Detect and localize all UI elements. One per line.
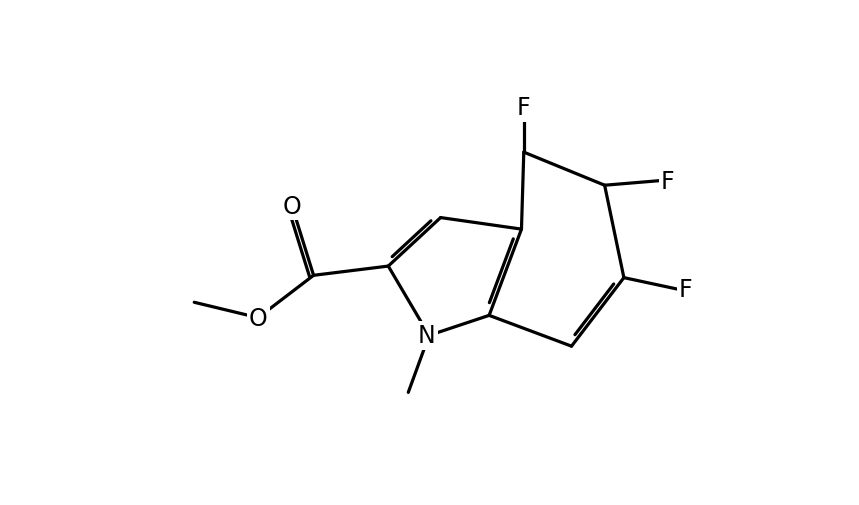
Text: O: O [249, 306, 267, 330]
Text: F: F [661, 169, 674, 193]
Text: F: F [679, 278, 692, 301]
Text: N: N [417, 324, 436, 347]
Text: O: O [283, 194, 302, 219]
Text: F: F [517, 96, 531, 120]
